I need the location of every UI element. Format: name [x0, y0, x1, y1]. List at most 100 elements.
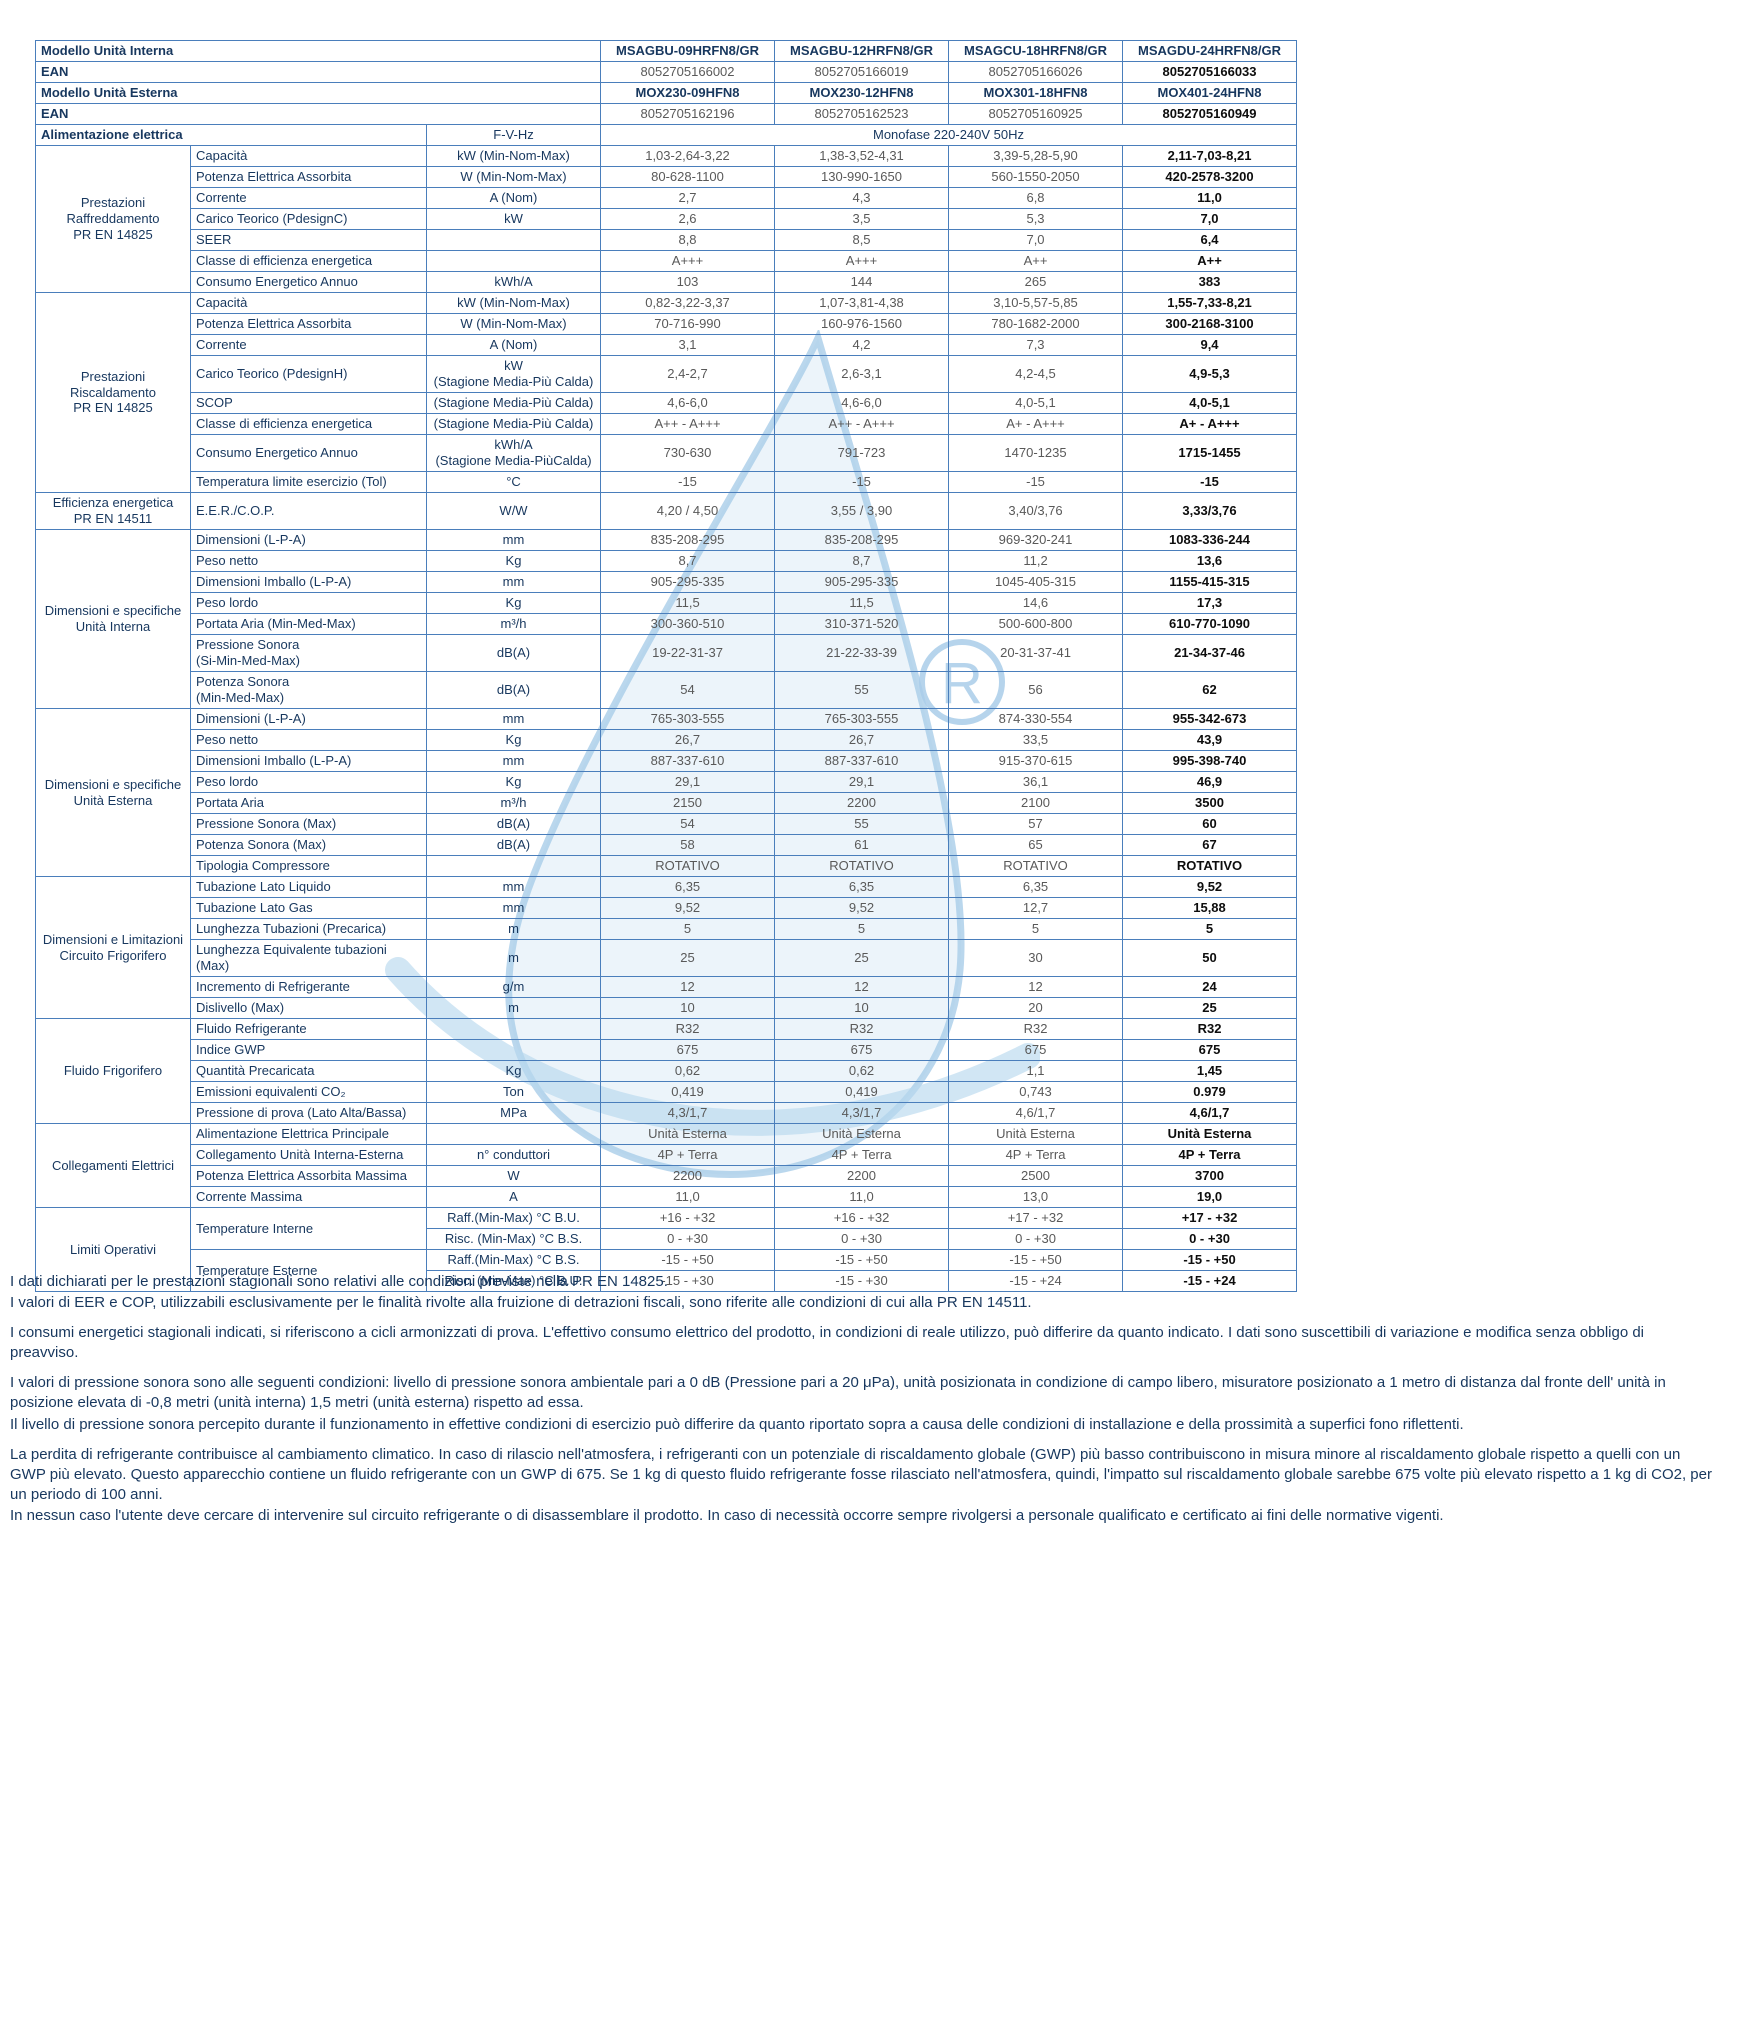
spec-value: 995-398-740 — [1122, 750, 1298, 772]
spec-unit: mm — [425, 897, 602, 919]
ean-value: 8052705162196 — [600, 103, 776, 125]
spec-value: 1155-415-315 — [1122, 571, 1298, 593]
spec-row: SEER 8,8 8,5 7,0 6,4 — [36, 229, 1298, 251]
spec-param-label: Potenza Sonora (Min-Med-Max) — [190, 671, 427, 709]
spec-value: 25 — [600, 939, 776, 977]
spec-param-label: Tipologia Compressore — [190, 855, 427, 877]
spec-value: -15 — [774, 471, 950, 493]
spec-value: ROTATIVO — [600, 855, 776, 877]
spec-value: A++ - A+++ — [600, 413, 776, 435]
spec-value: -15 — [600, 471, 776, 493]
spec-row: Limiti Operativi Temperature Interne Raff.… — [35, 1207, 1298, 1292]
row-label-modello-interna: Modello Unità Interna — [34, 40, 602, 62]
spec-value: 21-22-33-39 — [774, 634, 950, 672]
spec-value: 887-337-610 — [774, 750, 950, 772]
spec-row: Prestazioni Riscaldamento PR EN 14825 Cap… — [35, 292, 1298, 493]
spec-value: 25 — [1122, 997, 1298, 1019]
spec-row: Emissioni equivalenti CO₂ Ton 0,419 0,419 0,… — [36, 1081, 1298, 1103]
spec-param-label: Temperature Interne — [190, 1207, 427, 1250]
spec-row: Collegamento Unità Interna-Esterna n° con… — [36, 1144, 1298, 1166]
spec-value: 5 — [774, 918, 950, 940]
footnote: I valori di EER e COP, utilizzabili escl… — [10, 1294, 1032, 1312]
section-category: Dimensioni e specifiche Unità Interna — [35, 529, 191, 709]
spec-value: 0,419 — [774, 1081, 950, 1103]
spec-value: 4,20 / 4,50 — [600, 492, 776, 530]
row-label-ean-esterna: EAN — [34, 103, 602, 125]
spec-row: Consumo Energetico Annuo kWh/A (Stagione … — [36, 434, 1298, 472]
spec-value: +17 - +32 — [1122, 1207, 1298, 1229]
spec-value: 4,2-4,5 — [948, 355, 1124, 393]
spec-unit: Ton — [425, 1081, 602, 1103]
spec-table-header: Modello Unità Interna MSAGBU-09HRFN8/GR … — [34, 40, 1298, 146]
spec-value: 36,1 — [948, 771, 1124, 793]
spec-value: 3,39-5,28-5,90 — [948, 145, 1124, 167]
section-category: Collegamenti Elettrici — [35, 1123, 191, 1208]
spec-value: 0.979 — [1122, 1081, 1298, 1103]
spec-param-label: Consumo Energetico Annuo — [190, 434, 427, 472]
spec-value: 12 — [600, 976, 776, 998]
spec-value: 8,7 — [600, 550, 776, 572]
spec-value: -15 — [948, 471, 1124, 493]
spec-table: Modello Unità Interna MSAGBU-09HRFN8/GR … — [34, 40, 1298, 1292]
spec-unit: mm — [425, 708, 602, 730]
spec-row: Carico Teorico (PdesignC) kW 2,6 3,5 5,3 7,0 — [36, 208, 1298, 230]
spec-value: 14,6 — [948, 592, 1124, 614]
spec-value: 17,3 — [1122, 592, 1298, 614]
spec-row: Corrente A (Nom) 3,1 4,2 7,3 9,4 — [36, 334, 1298, 356]
spec-value: 11,0 — [600, 1186, 776, 1208]
spec-row: Incremento di Refrigerante g/m 12 12 12 24 — [36, 976, 1298, 998]
spec-value: 13,0 — [948, 1186, 1124, 1208]
model-external-value: MOX230-12HFN8 — [774, 82, 950, 104]
spec-unit: MPa — [425, 1102, 602, 1124]
spec-unit: kWh/A (Stagione Media-PiùCalda) — [425, 434, 602, 472]
spec-value: 70-716-990 — [600, 313, 776, 335]
spec-param-label: Temperatura limite esercizio (Tol) — [190, 471, 427, 493]
spec-row: Dimensioni Imballo (L-P-A) mm 905-295-335 9… — [36, 571, 1298, 593]
spec-row: Risc. (Min-Max) °C B.S. 0 - +30 0 - +30 0 -… — [36, 1228, 1298, 1250]
spec-value: 8,7 — [774, 550, 950, 572]
footnote: I consumi energetici stagionali indicati… — [10, 1324, 1645, 1362]
spec-value: 160-976-1560 — [774, 313, 950, 335]
spec-table-body: Prestazioni Raffreddamento PR EN 14825 Ca… — [35, 145, 1298, 1292]
model-internal-value: MSAGBU-09HRFN8/GR — [600, 40, 776, 62]
spec-row: Indice GWP 675 675 675 675 — [36, 1039, 1298, 1061]
spec-row: Pressione Sonora (Max) dB(A) 54 55 57 60 — [36, 813, 1298, 835]
spec-value: 765-303-555 — [600, 708, 776, 730]
spec-param-label: Consumo Energetico Annuo — [190, 271, 427, 293]
spec-param-label: E.E.R./C.O.P. — [190, 492, 427, 530]
spec-value: ROTATIVO — [774, 855, 950, 877]
spec-value: 6,35 — [948, 876, 1124, 898]
spec-row: Potenza Elettrica Assorbita Massima W 2200… — [36, 1165, 1298, 1187]
spec-param-label: Peso netto — [190, 550, 427, 572]
ean-value: 8052705166033 — [1122, 61, 1298, 83]
spec-param-label: Lunghezza Equivalente tubazioni (Max) — [190, 939, 427, 977]
spec-value: 61 — [774, 834, 950, 856]
ean-value: 8052705160925 — [948, 103, 1124, 125]
spec-value: 383 — [1122, 271, 1298, 293]
spec-unit: Kg — [425, 771, 602, 793]
spec-value: 9,52 — [774, 897, 950, 919]
spec-row: Quantità Precaricata Kg 0,62 0,62 1,1 1,45 — [36, 1060, 1298, 1082]
spec-value: 11,5 — [774, 592, 950, 614]
spec-value: 0 - +30 — [948, 1228, 1124, 1250]
spec-value: Unità Esterna — [948, 1123, 1124, 1145]
spec-unit: Kg — [425, 550, 602, 572]
spec-param-label: Tubazione Lato Liquido — [190, 876, 427, 898]
spec-row: Corrente A (Nom) 2,7 4,3 6,8 11,0 — [36, 187, 1298, 209]
spec-value: 887-337-610 — [600, 750, 776, 772]
spec-value: 46,9 — [1122, 771, 1298, 793]
spec-value: R32 — [948, 1018, 1124, 1040]
spec-value: 915-370-615 — [948, 750, 1124, 772]
spec-value: 54 — [600, 813, 776, 835]
spec-value: 765-303-555 — [774, 708, 950, 730]
spec-unit: dB(A) — [425, 834, 602, 856]
spec-param-label: Corrente Massima — [190, 1186, 427, 1208]
spec-value: 4,9-5,3 — [1122, 355, 1298, 393]
spec-row: Dimensioni e specifiche Unità Esterna Dim… — [35, 708, 1298, 877]
spec-param-label: SCOP — [190, 392, 427, 414]
spec-value: 2150 — [600, 792, 776, 814]
spec-value: -15 - +50 — [774, 1249, 950, 1271]
spec-unit: dB(A) — [425, 671, 602, 709]
spec-param-label: Corrente — [190, 187, 427, 209]
spec-value: 15,88 — [1122, 897, 1298, 919]
